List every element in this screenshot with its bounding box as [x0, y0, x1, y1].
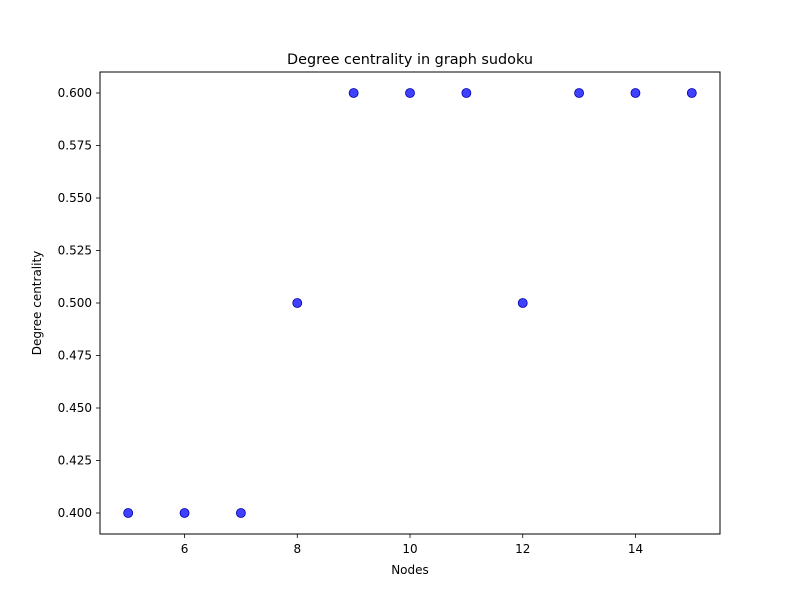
data-point: [348, 88, 359, 98]
y-axis-ticks: 0.400 0.425 0.450 0.475 0.500 0.525 0.550 0.575…: [58, 86, 100, 520]
data-point: [461, 88, 472, 98]
y-tick-label: 0.425: [58, 454, 92, 468]
plot-area-frame: [99, 71, 721, 535]
data-point: [405, 88, 415, 98]
chart-title: Degree centrality in graph sudoku: [287, 52, 533, 68]
data-point: [686, 88, 697, 98]
x-tick-label: 10: [402, 542, 417, 556]
y-tick-label: 0.500: [58, 296, 92, 310]
data-point: [292, 298, 303, 308]
data-point: [630, 88, 641, 98]
y-tick-label: 0.600: [58, 86, 92, 100]
x-tick-label: 14: [628, 542, 643, 556]
x-tick-label: 6: [181, 542, 189, 556]
data-point: [179, 508, 190, 518]
y-tick-label: 0.400: [58, 506, 92, 520]
data-points: [123, 88, 697, 518]
y-axis-label: Degree centrality: [30, 251, 44, 356]
y-tick-label: 0.550: [58, 191, 92, 205]
x-axis-label: Nodes: [391, 563, 429, 577]
y-tick-label: 0.450: [58, 401, 92, 415]
y-tick-label: 0.525: [58, 244, 92, 258]
x-tick-label: 8: [293, 542, 301, 556]
y-tick-label: 0.575: [58, 139, 92, 153]
x-tick-label: 12: [515, 542, 530, 556]
data-point: [517, 298, 528, 308]
data-point: [123, 508, 134, 518]
data-point: [574, 88, 584, 98]
x-axis-ticks: 6 8 10 12 14: [181, 534, 643, 556]
data-point: [236, 508, 246, 518]
y-tick-label: 0.475: [58, 349, 92, 363]
